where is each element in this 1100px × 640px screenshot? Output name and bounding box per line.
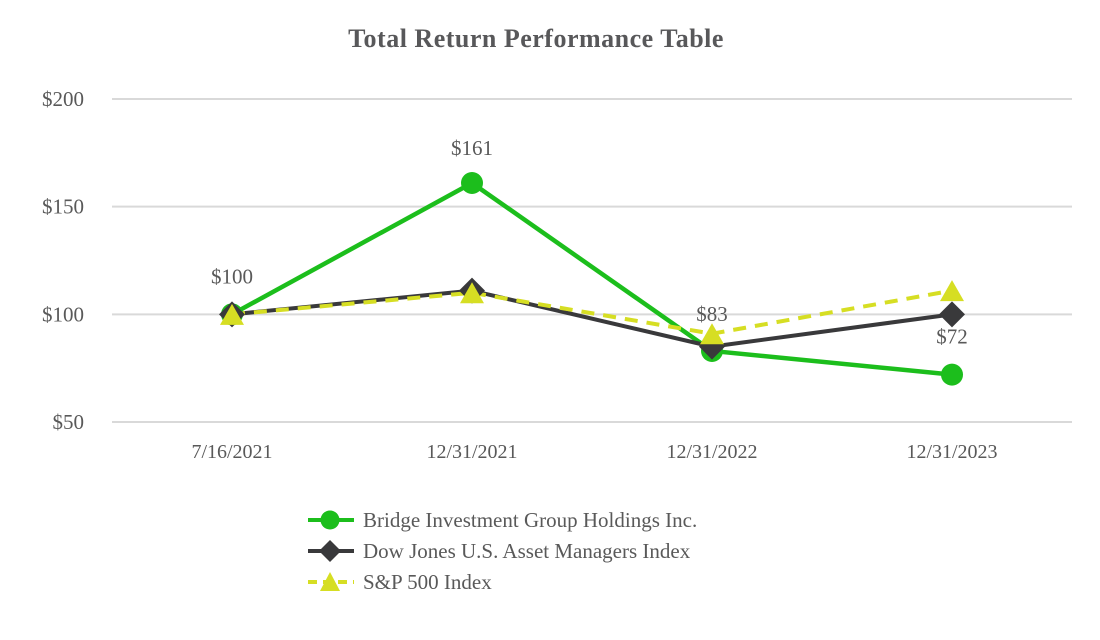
y-tick-label: $50 [53,410,85,434]
x-tick-label: 7/16/2021 [191,441,272,463]
point-label: $83 [696,302,728,326]
point-labels: $100 $161 $83 $72 [211,136,968,349]
triangle-marker-icon [460,282,484,304]
legend-label: S&P 500 Index [363,569,492,594]
plot-area: $50 $100 $150 $200 7/16/2021 12/31/2021 12/31/… [42,87,1072,463]
y-axis-labels: $50 $100 $150 $200 [42,87,84,434]
series-line-circle [230,180,953,377]
series-line-triangle [231,288,953,336]
diamond-marker-icon [308,540,354,562]
legend-label: Bridge Investment Group Holdings Inc. [363,507,698,532]
legend-label: Dow Jones U.S. Asset Managers Index [363,538,691,563]
x-tick-label: 12/31/2022 [666,441,757,463]
triangle-marker-icon [308,572,354,591]
x-tick-label: 12/31/2021 [426,441,517,463]
y-tick-label: $200 [42,87,84,111]
series-line-diamond [231,288,953,349]
triangle-marker-icon [940,280,964,302]
legend: Bridge Investment Group Holdings Inc. Dow… [306,507,697,595]
diamond-marker-icon [939,301,965,328]
y-tick-label: $100 [42,302,84,326]
point-label: $100 [211,264,253,288]
point-label: $72 [936,325,968,349]
x-tick-label: 12/31/2023 [906,441,997,463]
point-label: $161 [451,136,493,160]
series-markers-triangle [220,280,964,345]
circle-marker-icon [941,363,963,386]
chart-title: Total Return Performance Table [348,24,724,53]
triangle-marker-icon [220,303,244,325]
legend-item: S&P 500 Index [306,569,697,595]
circle-marker-icon [308,510,354,530]
y-tick-label: $150 [42,195,84,219]
circle-marker-icon [461,171,483,194]
triangle-marker-icon [700,323,724,345]
legend-item: Bridge Investment Group Holdings Inc. [306,507,697,533]
legend-item: Dow Jones U.S. Asset Managers Index [306,538,697,564]
series-markers-circle [221,171,963,386]
x-axis-labels: 7/16/2021 12/31/2021 12/31/2022 12/31/2023 [191,441,997,463]
